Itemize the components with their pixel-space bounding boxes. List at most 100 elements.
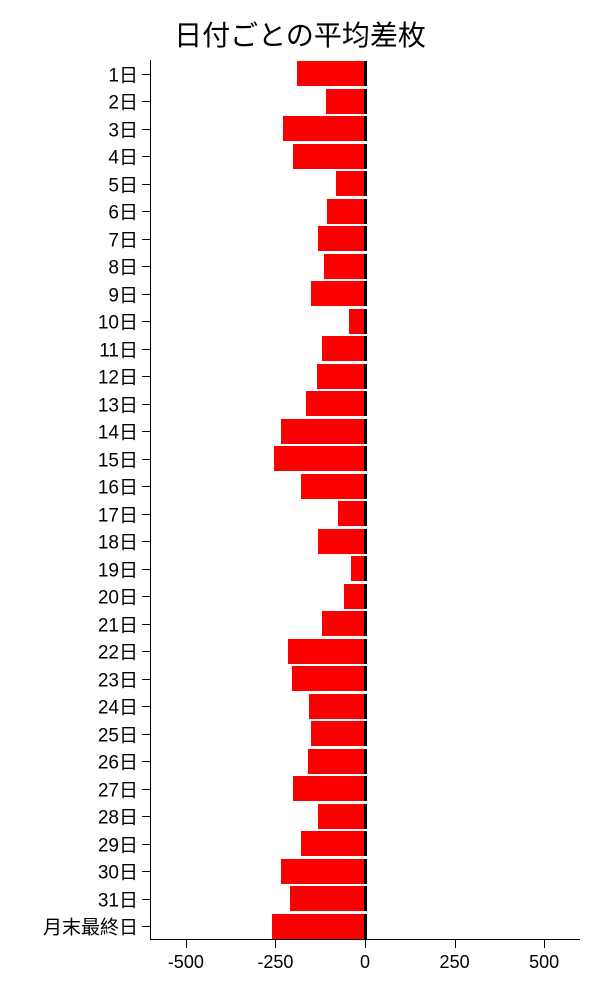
zero-marker [364,694,367,719]
bar [318,804,365,829]
y-tick-label: 14日 [98,418,138,445]
y-tick-label: 24日 [98,693,138,720]
y-tick-label: 3日 [108,115,138,142]
y-tick [142,459,150,460]
y-tick-label: 9日 [108,280,138,307]
zero-marker [364,611,367,636]
y-tick [142,789,150,790]
y-tick-label: 12日 [98,363,138,390]
y-tick [142,541,150,542]
y-tick [142,844,150,845]
y-tick-label: 月末最終日 [43,913,138,940]
y-tick-label: 21日 [98,610,138,637]
bar [283,116,365,141]
y-tick [142,431,150,432]
bar [322,611,365,636]
bar [281,859,365,884]
y-tick-label: 27日 [98,775,138,802]
y-tick [142,761,150,762]
zero-marker [364,804,367,829]
bar [301,474,366,499]
y-tick-label: 31日 [98,885,138,912]
y-tick-label: 2日 [108,88,138,115]
chart-container: 日付ごとの平均差枚 -500-25002505001日2日3日4日5日6日7日8… [0,0,600,1000]
x-tick-label: 500 [529,952,559,973]
y-tick-label: 13日 [98,390,138,417]
y-tick [142,734,150,735]
zero-marker [364,859,367,884]
y-tick [142,211,150,212]
zero-marker [364,336,367,361]
y-tick-label: 28日 [98,803,138,830]
y-tick-label: 26日 [98,748,138,775]
bar [292,666,365,691]
y-tick [142,871,150,872]
bar [306,391,365,416]
y-tick [142,129,150,130]
bar [311,721,365,746]
bar [344,584,366,609]
zero-marker [364,776,367,801]
x-tick-label: 0 [360,952,370,973]
x-tick-label: -500 [168,952,204,973]
y-tick-label: 20日 [98,583,138,610]
zero-marker [364,831,367,856]
y-tick-label: 30日 [98,858,138,885]
zero-marker [364,226,367,251]
y-tick [142,706,150,707]
zero-marker [364,419,367,444]
y-tick-label: 7日 [108,225,138,252]
x-tick-label: 250 [440,952,470,973]
zero-marker [364,364,367,389]
x-tick [365,940,366,948]
y-tick [142,624,150,625]
bar [338,501,365,526]
bar [322,336,365,361]
zero-marker [364,199,367,224]
y-tick [142,239,150,240]
y-tick [142,926,150,927]
bar [336,171,365,196]
y-tick [142,321,150,322]
y-tick [142,74,150,75]
zero-marker [364,886,367,911]
bar [311,281,365,306]
zero-marker [364,61,367,86]
y-tick-label: 8日 [108,253,138,280]
y-tick-label: 11日 [99,335,138,362]
zero-marker [364,501,367,526]
zero-marker [364,281,367,306]
bar [324,254,365,279]
zero-marker [364,666,367,691]
bar [318,529,365,554]
y-tick-label: 25日 [98,720,138,747]
y-axis-line [150,60,151,940]
bar [317,364,365,389]
zero-marker [364,914,367,939]
y-tick-label: 5日 [108,170,138,197]
y-tick [142,569,150,570]
y-tick [142,349,150,350]
bar [318,226,365,251]
y-tick [142,651,150,652]
zero-marker [364,446,367,471]
y-tick-label: 1日 [108,60,138,87]
bar [281,419,365,444]
zero-marker [364,171,367,196]
y-tick-label: 18日 [98,528,138,555]
y-tick [142,404,150,405]
zero-marker [364,116,367,141]
bar [326,89,365,114]
y-tick-label: 10日 [98,308,138,335]
bar [309,694,365,719]
zero-marker [364,721,367,746]
y-tick-label: 23日 [98,665,138,692]
y-tick [142,294,150,295]
x-tick [275,940,276,948]
bar [301,831,366,856]
y-tick-label: 22日 [98,638,138,665]
y-tick-label: 29日 [98,830,138,857]
y-tick [142,679,150,680]
zero-marker [364,309,367,334]
y-tick [142,596,150,597]
